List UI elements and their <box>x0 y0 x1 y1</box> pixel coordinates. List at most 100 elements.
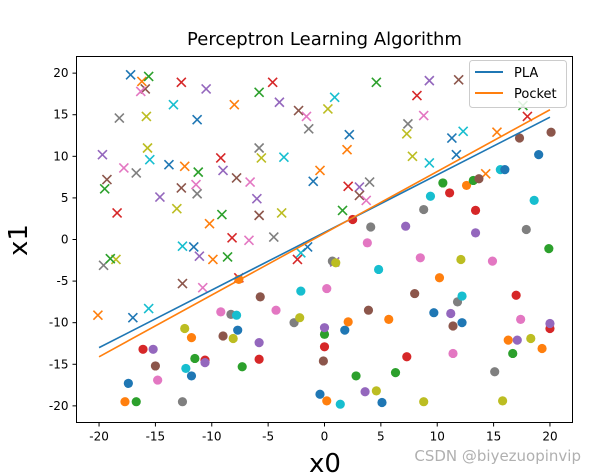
y-tick-label: -20 <box>49 399 69 413</box>
x-marker-point <box>301 111 312 122</box>
o-marker-point <box>545 318 555 329</box>
o-marker-point <box>445 188 455 198</box>
x-marker-point <box>276 207 287 218</box>
y-tick-label: 15 <box>53 108 68 122</box>
o-marker-point <box>315 389 325 399</box>
o-marker-point <box>254 354 264 364</box>
x-marker-point <box>135 86 146 97</box>
x-marker-point <box>101 174 113 185</box>
x-marker-point <box>245 177 256 188</box>
chart-title: Perceptron Learning Algorithm <box>187 29 462 50</box>
y-tick-label: 10 <box>53 149 68 163</box>
x-marker-point <box>341 144 353 155</box>
x-marker-point <box>204 218 215 229</box>
x-marker-point <box>216 209 227 220</box>
x-marker-point <box>192 188 203 199</box>
o-marker-point <box>474 174 484 184</box>
x-marker-point <box>407 151 418 162</box>
x-marker-point <box>371 77 382 88</box>
x-tick-label: 20 <box>542 430 557 444</box>
x-marker-point <box>522 111 533 122</box>
o-marker-point <box>487 256 498 266</box>
x-marker-point <box>222 251 233 263</box>
o-marker-point <box>374 264 384 275</box>
x-marker-point <box>201 83 212 95</box>
y-axis-label: x1 <box>4 224 34 256</box>
x-marker-point <box>177 278 188 289</box>
o-marker-point <box>434 273 445 283</box>
o-marker-point <box>419 204 429 215</box>
o-marker-point <box>319 342 330 352</box>
x-marker-point <box>197 282 208 293</box>
x-marker-point <box>192 114 203 125</box>
o-marker-point <box>457 318 467 328</box>
o-marker-point <box>534 150 544 160</box>
o-marker-point <box>402 352 412 362</box>
o-marker-point <box>351 371 361 381</box>
o-marker-point <box>537 343 547 354</box>
x-marker-point <box>451 149 462 160</box>
y-tick-label: -10 <box>49 316 69 330</box>
o-marker-point <box>231 310 242 320</box>
x-marker-point <box>143 303 154 314</box>
x-marker-point <box>168 99 179 110</box>
x-marker-point <box>411 90 423 101</box>
x-marker-point <box>171 203 182 214</box>
o-marker-point <box>390 367 401 378</box>
o-marker-point <box>401 221 411 231</box>
o-marker-point <box>186 371 197 381</box>
o-marker-point <box>120 397 130 407</box>
x-marker-point <box>136 76 147 87</box>
o-marker-point <box>384 314 394 324</box>
x-marker-point <box>424 75 435 86</box>
o-marker-point <box>529 195 539 206</box>
x-marker-point <box>112 207 123 218</box>
o-marker-point <box>419 397 429 407</box>
x-marker-point <box>361 195 372 206</box>
x-marker-point <box>177 241 188 252</box>
o-marker-point <box>512 335 522 345</box>
x-marker-point <box>114 112 125 124</box>
x-marker-point <box>207 254 218 265</box>
legend: PLA Pocket <box>469 60 567 108</box>
o-marker-point <box>448 348 458 359</box>
x-marker-point <box>105 253 116 264</box>
x-axis-label: x0 <box>309 449 341 473</box>
x-marker-point <box>354 182 365 193</box>
x-marker-point <box>141 111 152 122</box>
o-marker-point <box>186 333 197 343</box>
o-marker-point <box>366 222 376 232</box>
y-tick-label: 0 <box>61 233 69 247</box>
watermark: CSDN @biyezuopinvip <box>414 447 581 465</box>
x-marker-point <box>292 254 303 265</box>
o-marker-point <box>318 356 328 366</box>
x-marker-point <box>231 172 242 184</box>
legend-label-pocket: Pocket <box>514 87 557 102</box>
o-marker-point <box>200 358 210 368</box>
o-marker-point <box>544 244 554 254</box>
x-marker-point <box>193 167 204 178</box>
x-marker-point <box>254 87 265 98</box>
o-marker-point <box>410 288 420 299</box>
x-marker-point <box>446 132 457 144</box>
x-marker-point <box>144 154 155 165</box>
x-marker-point <box>118 162 129 174</box>
o-marker-point <box>319 329 330 339</box>
o-marker-point <box>377 397 387 408</box>
o-marker-point <box>331 258 341 268</box>
x-tick-label: 15 <box>486 430 501 444</box>
x-marker-point <box>267 77 278 88</box>
o-marker-point <box>218 331 228 341</box>
o-marker-point <box>526 333 536 344</box>
legend-label-pla: PLA <box>514 66 538 81</box>
line-pocket <box>98 109 551 358</box>
o-marker-point <box>429 308 439 318</box>
o-marker-point <box>503 335 513 345</box>
x-marker-point <box>308 176 319 187</box>
o-marker-point <box>254 338 264 348</box>
x-marker-point <box>254 142 265 154</box>
x-marker-point <box>194 251 205 262</box>
x-marker-point <box>243 235 255 246</box>
o-marker-point <box>181 363 191 374</box>
x-marker-point <box>278 152 289 163</box>
